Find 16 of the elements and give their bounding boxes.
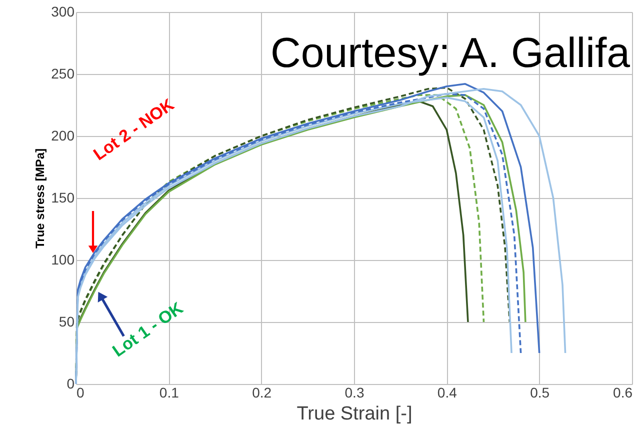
annotation: Courtesy: A. Gallifa bbox=[270, 29, 631, 76]
x-tick-label: 0.1 bbox=[159, 384, 180, 400]
y-tick-label: 200 bbox=[51, 128, 75, 144]
x-tick-label: 0.6 bbox=[613, 384, 633, 400]
y-tick-label: 150 bbox=[51, 190, 75, 206]
y-tick-label: 300 bbox=[51, 4, 75, 20]
x-tick-label: 0.4 bbox=[437, 384, 458, 400]
x-tick-label: 0.3 bbox=[344, 384, 364, 400]
y-tick-label: 100 bbox=[51, 252, 75, 268]
x-tick-label: 0.2 bbox=[252, 384, 272, 400]
y-tick-label: 50 bbox=[58, 314, 75, 330]
y-axis-title: True stress [MPa] bbox=[33, 148, 48, 249]
x-axis-title: True Strain [-] bbox=[296, 404, 412, 424]
y-tick-label: 250 bbox=[51, 66, 75, 82]
x-tick-label: 0.5 bbox=[530, 384, 550, 400]
annotation: Lot 1 - OK bbox=[109, 298, 188, 361]
